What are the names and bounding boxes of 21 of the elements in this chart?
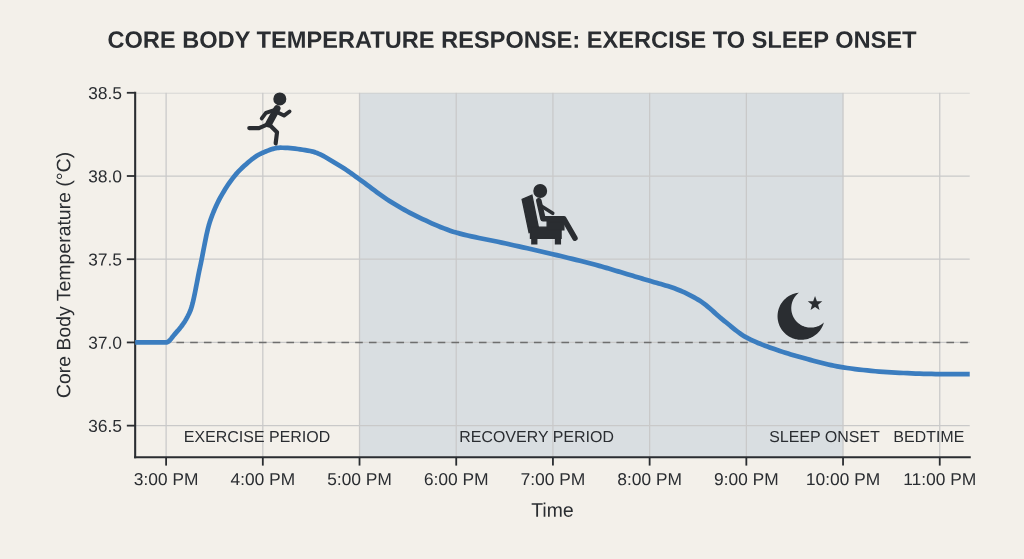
y-tick-label: 38.0 — [88, 170, 122, 183]
y-axis-title: Core Body Temperature (°C) — [56, 153, 75, 398]
x-axis-title: Time — [531, 502, 573, 517]
x-tick-label: 4:00 PM — [230, 473, 294, 486]
x-tick-label: 10:00 PM — [807, 473, 879, 486]
x-tick-label: 6:00 PM — [424, 473, 488, 486]
y-tick-label: 38.5 — [88, 86, 122, 100]
x-tick-label: 8:00 PM — [618, 473, 681, 486]
y-tick-label: 36.5 — [88, 419, 122, 433]
annotation: RECOVERY PERIOD — [460, 430, 614, 443]
x-tick-label: 5:00 PM — [327, 473, 391, 486]
annotation: BEDTIME — [894, 431, 964, 443]
y-tick-label: 37.0 — [88, 336, 122, 349]
annotation: SLEEP ONSET — [769, 430, 880, 443]
x-tick-label: 11:00 PM — [904, 473, 975, 486]
x-tick-label: 9:00 PM — [714, 473, 778, 486]
x-tick-label: 7:00 PM — [521, 473, 584, 486]
chart-title: CORE BODY TEMPERATURE RESPONSE: EXERCISE TO SLEEP ONSET — [108, 31, 917, 49]
y-tick-label: 37.5 — [88, 253, 122, 266]
x-tick-label: 3:00 PM — [134, 473, 198, 486]
annotation: EXERCISE PERIOD — [185, 430, 330, 443]
